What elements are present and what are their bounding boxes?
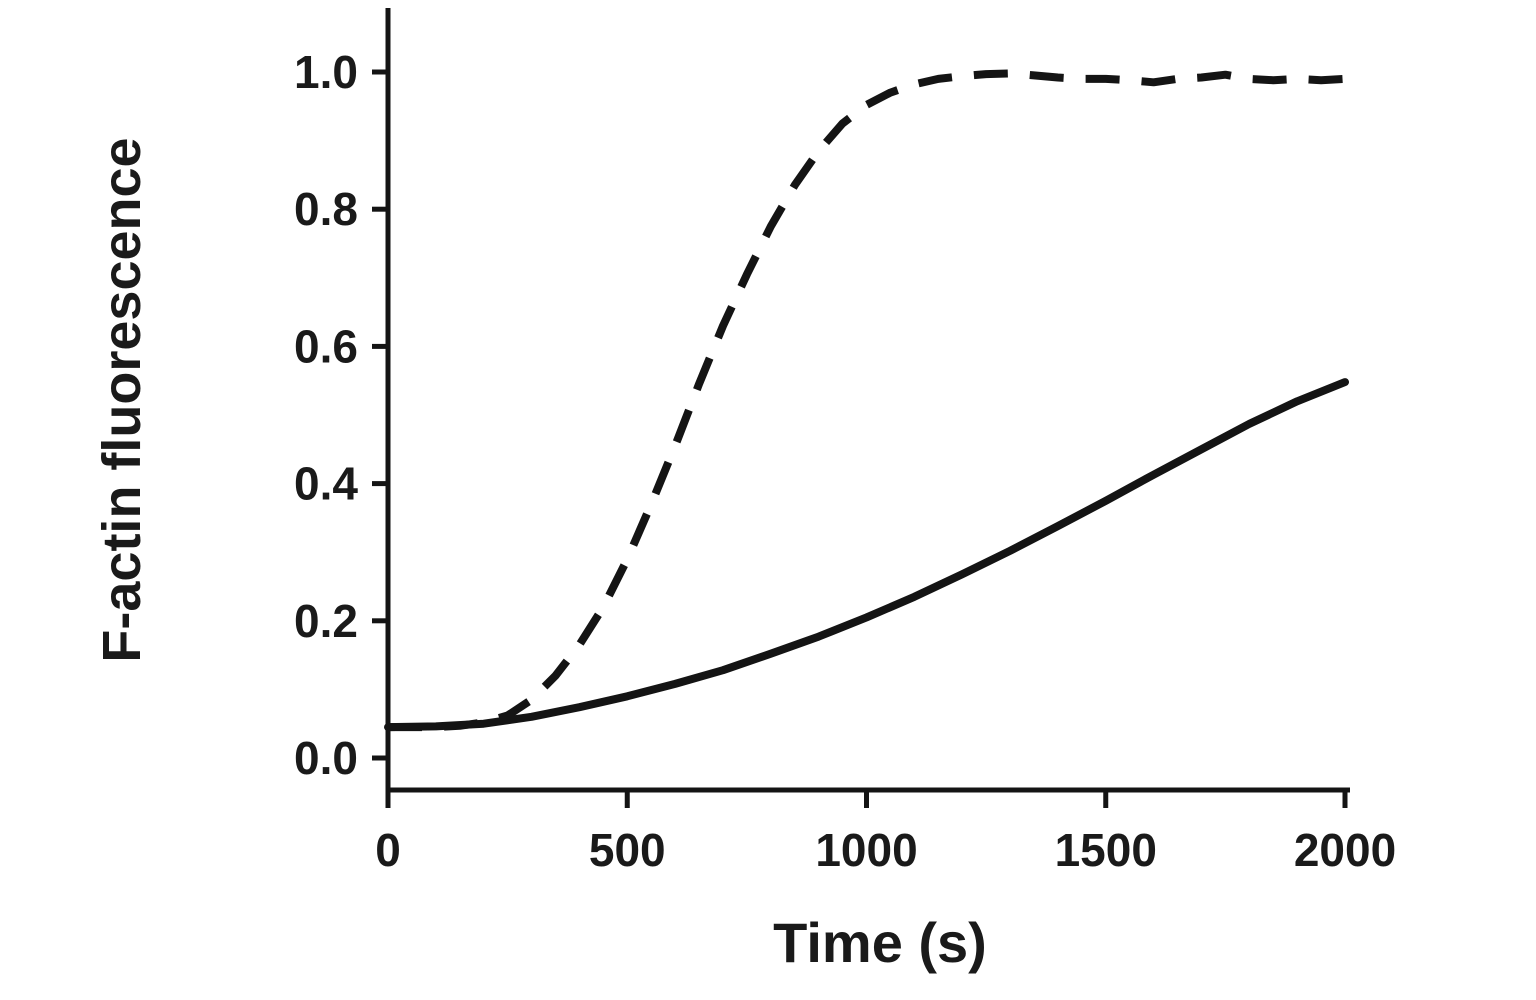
y-tick-label: 0.2	[294, 595, 358, 647]
y-axis-title: F-actin fluorescence	[92, 137, 152, 662]
y-tick-label: 0.8	[294, 183, 358, 235]
x-tick-label: 500	[589, 824, 666, 876]
y-tick-label: 1.0	[294, 46, 358, 98]
y-tick-label: 0.4	[294, 458, 358, 510]
x-tick-label: 1000	[815, 824, 917, 876]
y-tick-label: 0.6	[294, 320, 358, 372]
x-axis-title: Time (s)	[773, 911, 987, 974]
x-tick-label: 2000	[1294, 824, 1396, 876]
series-solid-line	[384, 378, 1349, 732]
y-axis-ticks: 0.0 0.2 0.4 0.6 0.8 1.0	[294, 46, 388, 784]
x-axis-ticks: 0 500 1000 1500 2000	[375, 790, 1396, 876]
y-tick-label: 0.0	[294, 732, 358, 784]
series-group	[384, 69, 1349, 732]
axes	[385, 8, 1350, 793]
x-tick-label: 0	[375, 824, 401, 876]
x-tick-label: 1500	[1055, 824, 1157, 876]
series-dashed-line	[388, 69, 1346, 732]
